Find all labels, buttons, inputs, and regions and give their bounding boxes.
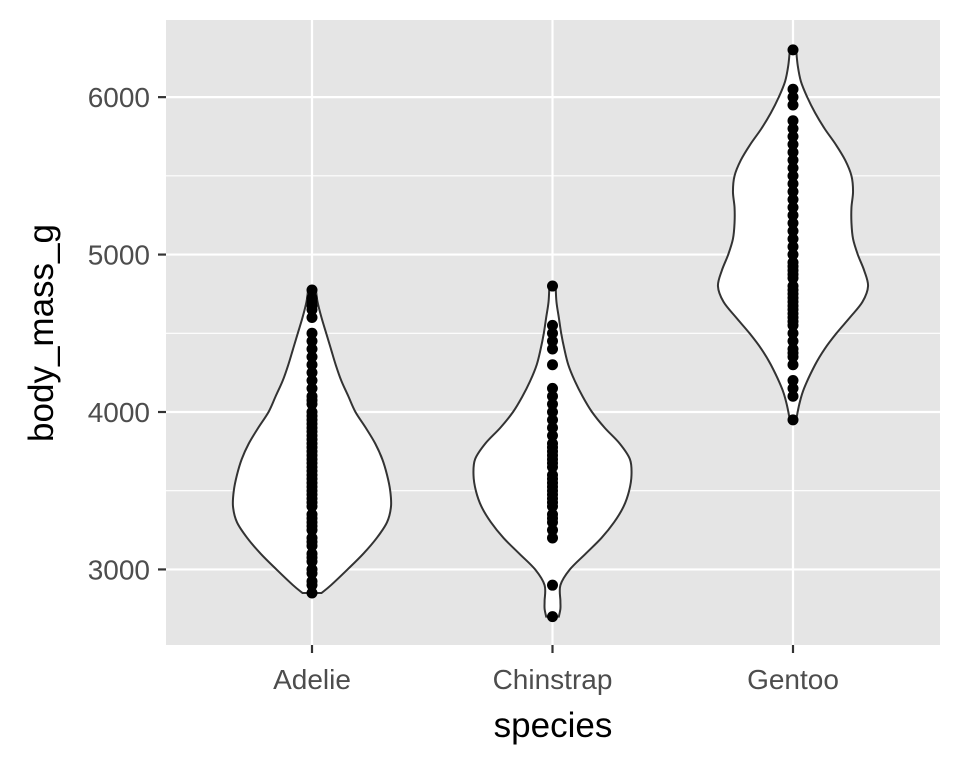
point-gentoo bbox=[787, 162, 799, 174]
point-gentoo bbox=[787, 256, 799, 268]
point-gentoo bbox=[787, 241, 799, 253]
point-gentoo bbox=[787, 382, 799, 394]
point-gentoo bbox=[787, 130, 799, 142]
point-adelie bbox=[306, 351, 318, 363]
point-gentoo bbox=[787, 335, 799, 347]
point-adelie bbox=[306, 335, 318, 347]
point-gentoo bbox=[787, 375, 799, 387]
point-gentoo bbox=[787, 170, 799, 182]
point-adelie bbox=[306, 532, 318, 544]
point-chinstrap bbox=[547, 390, 558, 402]
point-gentoo bbox=[787, 249, 799, 261]
point-chinstrap bbox=[547, 382, 558, 394]
point-adelie bbox=[306, 563, 318, 575]
point-adelie bbox=[306, 587, 318, 599]
point-chinstrap bbox=[547, 335, 558, 347]
point-adelie bbox=[306, 406, 318, 418]
point-chinstrap bbox=[547, 422, 558, 434]
y-axis-title: body_mass_g bbox=[22, 224, 61, 442]
y-tick-label: 3000 bbox=[88, 554, 150, 585]
point-gentoo bbox=[787, 123, 799, 135]
point-chinstrap bbox=[547, 532, 558, 544]
point-gentoo bbox=[787, 99, 799, 111]
point-gentoo bbox=[787, 280, 799, 292]
point-gentoo bbox=[787, 359, 799, 371]
y-tick-label: 4000 bbox=[88, 397, 150, 428]
point-gentoo bbox=[787, 83, 799, 95]
y-axis: 3000 4000 5000 6000 bbox=[88, 82, 166, 585]
point-chinstrap bbox=[547, 327, 558, 339]
point-gentoo bbox=[787, 193, 799, 205]
point-chinstrap bbox=[547, 524, 558, 536]
point-chinstrap bbox=[547, 469, 558, 481]
point-gentoo bbox=[787, 146, 799, 158]
x-tick-label: Gentoo bbox=[747, 664, 839, 695]
point-chinstrap bbox=[547, 343, 558, 355]
point-adelie bbox=[306, 375, 318, 387]
point-adelie bbox=[306, 359, 318, 371]
point-gentoo bbox=[787, 201, 799, 213]
point-gentoo bbox=[787, 44, 799, 56]
point-chinstrap bbox=[547, 398, 558, 410]
x-axis-title: species bbox=[494, 706, 613, 745]
point-gentoo bbox=[787, 217, 799, 229]
point-gentoo bbox=[787, 154, 799, 166]
point-gentoo bbox=[787, 225, 799, 237]
x-axis: Adelie Chinstrap Gentoo bbox=[273, 645, 839, 695]
point-adelie bbox=[306, 312, 318, 324]
point-gentoo bbox=[787, 414, 799, 426]
point-gentoo bbox=[787, 178, 799, 190]
point-gentoo bbox=[787, 233, 799, 245]
y-tick-label: 6000 bbox=[88, 82, 150, 113]
point-adelie bbox=[306, 292, 318, 304]
point-adelie bbox=[306, 508, 318, 520]
point-gentoo bbox=[787, 343, 799, 355]
point-adelie bbox=[306, 343, 318, 355]
point-adelie bbox=[306, 327, 318, 339]
point-chinstrap bbox=[547, 359, 558, 371]
point-adelie bbox=[306, 390, 318, 402]
point-adelie bbox=[306, 284, 318, 296]
point-chinstrap bbox=[547, 430, 558, 442]
point-gentoo bbox=[787, 209, 799, 221]
point-chinstrap bbox=[547, 579, 558, 591]
point-gentoo bbox=[787, 138, 799, 150]
point-gentoo bbox=[787, 91, 799, 103]
x-tick-label: Adelie bbox=[273, 664, 351, 695]
y-tick-label: 5000 bbox=[88, 240, 150, 271]
point-gentoo bbox=[787, 115, 799, 127]
point-gentoo bbox=[787, 327, 799, 339]
point-adelie bbox=[306, 548, 318, 560]
data-points bbox=[306, 44, 799, 623]
point-adelie bbox=[306, 367, 318, 379]
point-chinstrap bbox=[547, 611, 558, 623]
point-adelie bbox=[306, 382, 318, 394]
x-tick-label: Chinstrap bbox=[493, 664, 613, 695]
point-adelie bbox=[306, 575, 318, 587]
point-chinstrap bbox=[547, 406, 558, 418]
point-chinstrap bbox=[547, 280, 558, 292]
point-chinstrap bbox=[547, 508, 558, 520]
point-chinstrap bbox=[547, 414, 558, 426]
point-gentoo bbox=[787, 186, 799, 198]
point-gentoo bbox=[787, 390, 799, 402]
point-chinstrap bbox=[547, 319, 558, 331]
point-chinstrap bbox=[547, 437, 558, 449]
